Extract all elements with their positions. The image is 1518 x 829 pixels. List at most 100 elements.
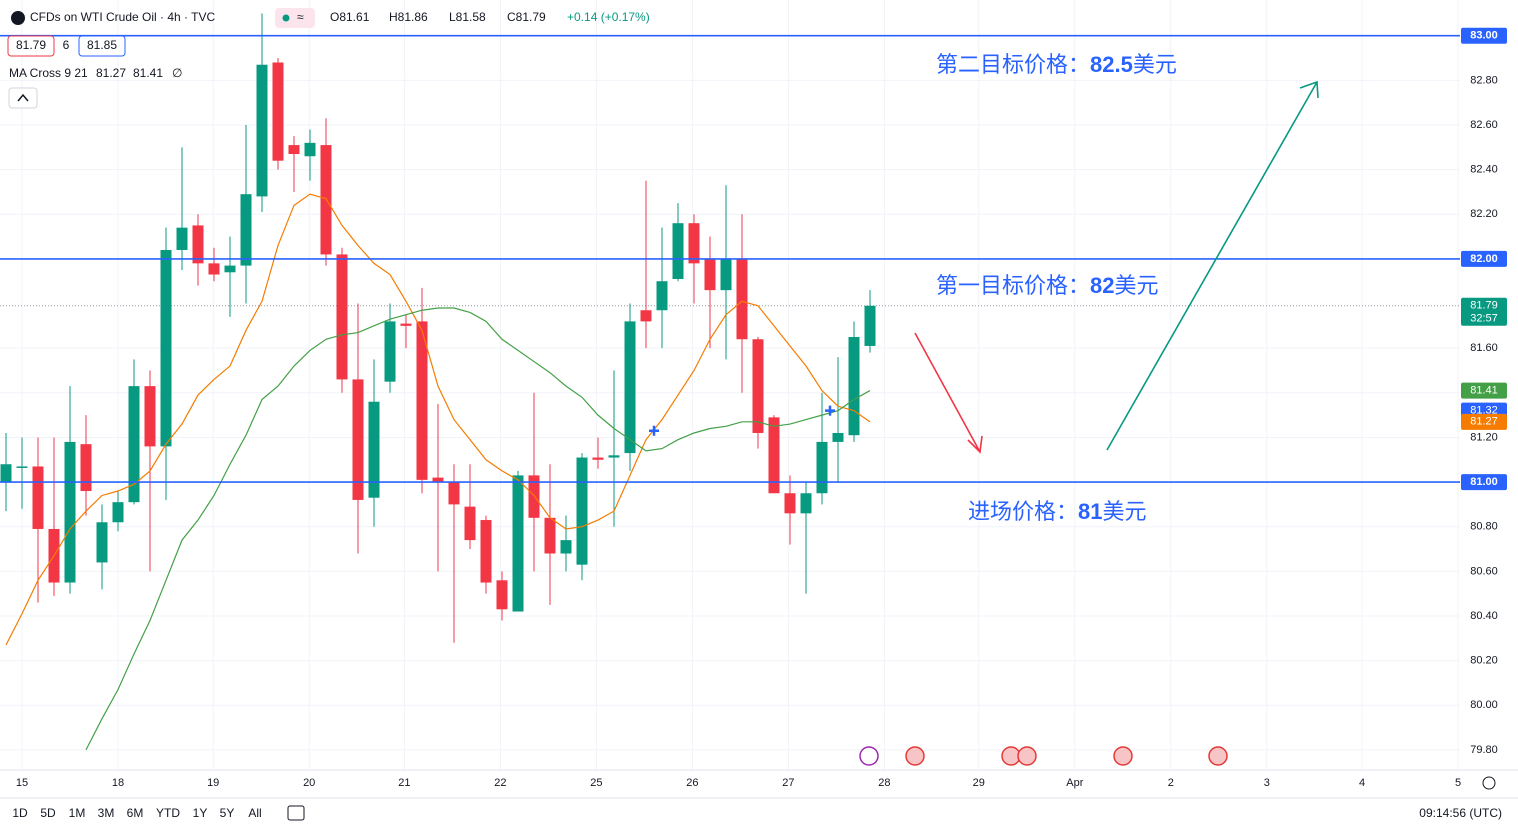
- candle-body: [192, 225, 204, 264]
- x-tick-label: 3: [1264, 777, 1270, 789]
- timeframe-button[interactable]: 5Y: [220, 806, 235, 820]
- x-tick-label: 27: [782, 777, 794, 789]
- y-tick-label: 80.60: [1470, 565, 1498, 577]
- candle-body: [368, 401, 380, 498]
- y-tick-label: 80.80: [1470, 521, 1498, 533]
- candle-body: [816, 441, 828, 494]
- chart-title: CFDs on WTI Crude Oil · 4h · TVC: [30, 10, 215, 24]
- candle-body: [32, 466, 44, 529]
- candle-body: [208, 263, 220, 275]
- candle-body: [288, 145, 300, 154]
- candle-body: [512, 475, 524, 612]
- x-tick-label: 5: [1455, 777, 1461, 789]
- spread: 6: [63, 38, 70, 52]
- collapse-icon: [17, 93, 29, 102]
- candle-body: [432, 477, 444, 483]
- candle-body: [704, 258, 716, 291]
- candle-body: [16, 466, 28, 468]
- timeframe-button[interactable]: 5D: [40, 806, 56, 820]
- indicator-symbol: ∅: [172, 66, 182, 80]
- price-label: 81.00: [1470, 476, 1498, 488]
- timeframe-button[interactable]: 1Y: [193, 806, 208, 820]
- annotation-price: 82.5: [1090, 52, 1133, 77]
- timeframe-button[interactable]: 1M: [69, 806, 86, 820]
- timeframe-button[interactable]: 3M: [98, 806, 115, 820]
- y-tick-label: 80.20: [1470, 655, 1498, 667]
- sell-box[interactable]: [7, 35, 55, 57]
- event-icon[interactable]: [905, 746, 925, 766]
- candle-body: [304, 142, 316, 157]
- x-tick-label: 26: [686, 777, 698, 789]
- annotation-price: 81: [1078, 499, 1102, 524]
- candle-body: [336, 254, 348, 380]
- annotation: 进场价格：81美元: [968, 499, 1147, 524]
- price-tag-label: 81.79: [1470, 300, 1498, 312]
- annotation-price: 82: [1090, 273, 1114, 298]
- settings-icon[interactable]: [1482, 776, 1496, 790]
- candle-body: [64, 441, 76, 583]
- timeframe-button[interactable]: All: [248, 806, 261, 820]
- candle-body: [832, 432, 844, 442]
- candle-body: [576, 457, 588, 565]
- annotation-text: 进场价格：: [968, 499, 1078, 524]
- candle-body: [528, 475, 540, 518]
- candle-body: [112, 502, 124, 523]
- buy-price[interactable]: 81.85: [87, 38, 117, 52]
- price-tag: [1461, 382, 1507, 399]
- buy-box[interactable]: [78, 35, 126, 57]
- calendar-icon[interactable]: [287, 805, 305, 821]
- event-icons[interactable]: [859, 746, 1228, 766]
- annotation-text: 第一目标价格：: [936, 273, 1090, 298]
- candle-body: [464, 506, 476, 541]
- ohlc-value: H81.86: [389, 10, 428, 24]
- candle-body: [768, 417, 780, 494]
- candle-body: [144, 386, 156, 447]
- x-tick-label: 21: [398, 777, 410, 789]
- status-badge[interactable]: [275, 8, 315, 28]
- price-label: 82.00: [1470, 253, 1498, 265]
- x-tick-label: 15: [16, 777, 28, 789]
- ohlc-value: O81.61: [330, 10, 370, 24]
- candle-body: [656, 281, 668, 311]
- timeframe-button[interactable]: 1D: [12, 806, 28, 820]
- y-tick-label: 82.20: [1470, 208, 1498, 220]
- candle-body: [608, 455, 620, 458]
- x-tick-label: 22: [494, 777, 506, 789]
- candle-body: [352, 379, 364, 500]
- event-icon[interactable]: [1113, 746, 1133, 766]
- candle-body: [448, 482, 460, 505]
- candle-body: [624, 321, 636, 454]
- annotation-unit: 美元: [1103, 499, 1147, 524]
- candle-body: [752, 339, 764, 433]
- candle-body: [720, 258, 732, 291]
- cross-marker: [649, 425, 659, 436]
- indicator-name: MA Cross 9 21: [9, 66, 88, 80]
- candle-body: [784, 493, 796, 514]
- candle-body: [544, 517, 556, 554]
- collapse-button[interactable]: [8, 87, 38, 109]
- x-tick-label: 4: [1359, 777, 1365, 789]
- timeframe-button[interactable]: YTD: [156, 806, 180, 820]
- status-dot: [282, 14, 290, 22]
- candle-body: [672, 223, 684, 279]
- event-icon[interactable]: [859, 746, 879, 766]
- annotation-unit: 美元: [1133, 52, 1177, 77]
- candle-body: [480, 520, 492, 583]
- candle-body: [496, 580, 508, 610]
- y-tick-label: 80.40: [1470, 610, 1498, 622]
- price-label-box: [1461, 250, 1507, 267]
- annotation: 第一目标价格：82美元: [936, 273, 1159, 298]
- y-tick-label: 80.00: [1470, 699, 1498, 711]
- cross-marker: [825, 405, 835, 416]
- annotation: 第二目标价格：82.5美元: [936, 52, 1177, 77]
- timeframe-button[interactable]: 6M: [127, 806, 144, 820]
- ohlc-value: +0.14 (+0.17%): [567, 10, 650, 24]
- ma-line: [85, 307, 871, 751]
- event-icon[interactable]: [1017, 746, 1037, 766]
- candle-body: [592, 457, 604, 460]
- price-label-box: [1461, 474, 1507, 491]
- event-icon[interactable]: [1208, 746, 1228, 766]
- price-label-box: [1461, 27, 1507, 44]
- sell-price[interactable]: 81.79: [16, 38, 46, 52]
